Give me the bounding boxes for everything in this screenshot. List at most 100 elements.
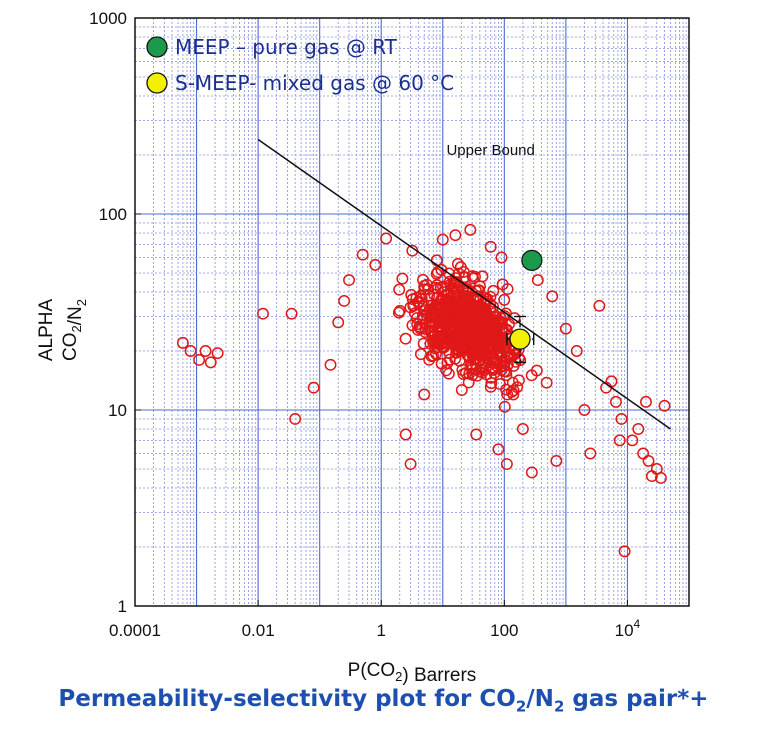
scatter-point — [211, 347, 224, 360]
caption-subscript-1: 2 — [515, 697, 527, 716]
upper-bound-line — [257, 138, 671, 430]
scatter-point — [467, 333, 480, 346]
scatter-point — [425, 320, 438, 333]
scatter-point — [429, 328, 442, 341]
scatter-point — [418, 283, 431, 296]
scatter-point — [435, 263, 448, 276]
scatter-point — [464, 223, 477, 236]
scatter-point — [428, 288, 441, 301]
annotations: Upper Bound — [257, 138, 671, 430]
scatter-point — [332, 316, 345, 329]
scatter-point — [642, 454, 655, 467]
scatter-point — [417, 337, 430, 350]
scatter-point — [430, 347, 442, 360]
scatter-point — [184, 345, 197, 357]
scatter-point — [431, 282, 444, 295]
scatter-point — [458, 311, 470, 324]
scatter-point — [450, 314, 463, 327]
scatter-point — [289, 413, 302, 425]
caption-subscript-2: 2 — [553, 697, 565, 716]
scatter-point — [469, 270, 481, 283]
scatter-point — [484, 371, 497, 384]
y-axis-title: ALPHA CO2/N2 — [36, 299, 89, 362]
figure-caption: Permeability-selectivity plot for CO2/N2… — [0, 686, 767, 716]
scatter-point — [435, 326, 448, 339]
scatter-point — [506, 376, 519, 389]
scatter-point — [199, 345, 212, 357]
scatter-point — [640, 395, 652, 408]
scatter-point — [447, 295, 460, 308]
caption-prefix: Permeability-selectivity plot for CO — [58, 686, 516, 712]
scatter-point — [455, 384, 468, 396]
scatter-point — [419, 318, 432, 331]
scatter-point — [423, 353, 436, 366]
scatter-point — [484, 329, 497, 341]
scatter-point — [476, 270, 489, 283]
scatter-point — [435, 308, 448, 321]
scatter-point — [452, 340, 465, 353]
upper-bound-label: Upper Bound — [446, 142, 534, 159]
scatter-point — [531, 274, 544, 287]
scatter-point — [470, 428, 483, 441]
scatter-point — [540, 376, 553, 389]
scatter-point — [456, 327, 469, 340]
scatter-point — [559, 322, 572, 335]
scatter-point — [487, 284, 500, 297]
scatter-point — [442, 367, 455, 380]
scatter-point — [435, 357, 448, 370]
scatter-point — [471, 305, 484, 318]
scatter-point — [485, 345, 498, 358]
scatter-point — [356, 248, 369, 261]
x-tick-label: 1 — [376, 621, 385, 640]
axis-ticks: 0.0001 0.01 1 100 104 1 10 100 1000 — [89, 9, 640, 640]
y-axis-title-line1: ALPHA — [36, 299, 57, 362]
scatter-point — [500, 458, 513, 470]
data-points — [176, 223, 671, 558]
scatter-point — [436, 233, 449, 246]
scatter-point — [578, 404, 591, 416]
scatter-point — [615, 413, 628, 425]
scatter-point — [412, 324, 424, 336]
scatter-point — [491, 335, 504, 348]
scatter-point — [343, 274, 355, 287]
scatter-point — [455, 342, 468, 355]
scatter-point — [496, 278, 509, 291]
scatter-point — [410, 291, 423, 304]
scatter-point — [525, 369, 538, 382]
y-axis-title-line2: CO2/N2 — [60, 299, 89, 361]
scatter-point — [449, 320, 462, 333]
scatter-point — [513, 374, 525, 387]
scatter-point — [451, 258, 464, 270]
scatter-point — [507, 384, 520, 397]
scatter-point — [193, 354, 206, 366]
scatter-point — [468, 314, 481, 327]
scatter-point — [404, 458, 417, 470]
scatter-point — [525, 466, 538, 479]
meep-point — [521, 249, 543, 271]
scatter-point — [605, 375, 618, 388]
scatter-point — [492, 443, 505, 456]
scatter-point — [393, 283, 406, 296]
caption-middle: /N — [526, 686, 554, 712]
scatter-point — [584, 447, 597, 460]
x-tick-label: 100 — [490, 621, 518, 640]
caption-suffix: gas pair*+ — [564, 686, 709, 712]
scatter-point — [466, 368, 479, 381]
scatter-point — [404, 301, 417, 314]
scatter-point — [501, 388, 514, 401]
x-tick-label: 0.01 — [242, 621, 275, 640]
x-axis-title: P(CO2) Barrers — [348, 660, 477, 686]
scatter-point — [516, 423, 529, 435]
scatter-point — [307, 381, 320, 394]
scatter-point — [593, 299, 606, 312]
scatter-point — [457, 266, 470, 278]
scatter-point — [470, 293, 482, 306]
scatter-point — [411, 318, 424, 331]
scatter-point — [632, 423, 645, 435]
scatter-point — [498, 400, 511, 413]
scatter-point — [257, 307, 269, 320]
scatter-point — [505, 350, 518, 363]
scatter-point — [204, 356, 217, 369]
scatter-point — [449, 229, 462, 242]
